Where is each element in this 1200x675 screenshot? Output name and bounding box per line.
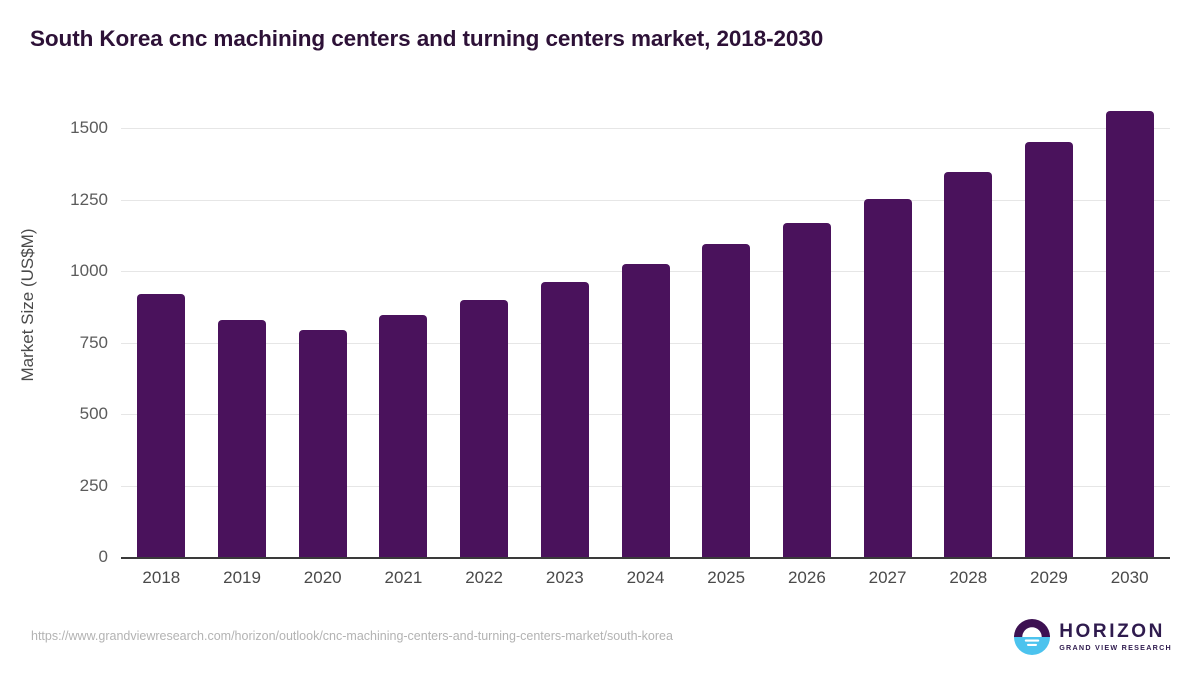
bar[interactable] [137,293,186,557]
x-axis-tick-label: 2018 [142,568,181,587]
logo-tagline: GRAND VIEW RESEARCH [1059,643,1172,653]
bar[interactable] [863,198,912,557]
bar[interactable] [540,282,589,557]
horizon-logo[interactable]: HORIZON GRAND VIEW RESEARCH [1014,616,1172,658]
page-title: South Korea cnc machining centers and tu… [30,26,824,51]
x-axis-tick-label: 2019 [223,568,261,587]
logo-title: HORIZON [1059,621,1165,643]
bar[interactable] [1024,142,1073,557]
bar[interactable] [944,172,993,557]
horizon-logo-text: HORIZON GRAND VIEW RESEARCH [1059,622,1172,651]
y-axis-tick-labels: 0 250 500 750 1000 1250 1500 [0,0,108,675]
bar[interactable] [379,315,428,557]
x-axis-tick-label: 2027 [868,568,907,587]
source-url[interactable]: https://www.grandviewresearch.com/horizo… [31,629,673,643]
gridline [121,199,1170,201]
x-axis-tick-label: 2024 [626,568,665,587]
y-axis-tick-label: 1250 [70,189,108,209]
y-axis-tick-label: 250 [79,475,108,495]
x-axis-tick-label: 2028 [949,568,988,587]
gridline [121,128,1170,129]
x-axis-line [121,557,1170,559]
y-axis-title: Market Size (US$M) [18,228,37,382]
bar[interactable] [298,330,347,557]
x-axis-tick-label: 2025 [707,568,746,587]
bar[interactable] [702,243,751,557]
x-axis-tick-label: 2029 [1030,568,1068,587]
x-axis-tick-label: 2020 [303,568,342,587]
x-axis-tick-label: 2023 [545,568,584,587]
bar[interactable] [621,263,670,557]
plot-area [121,111,1170,557]
x-axis-tick-label: 2021 [384,568,423,587]
bar[interactable] [218,319,267,557]
y-axis-tick-label: 1500 [70,118,108,137]
y-axis-tick-label: 500 [79,404,108,423]
bar[interactable] [1105,111,1154,557]
x-axis-tick-label: 2030 [1110,568,1149,587]
bar[interactable] [460,299,509,557]
bar[interactable] [782,222,831,557]
x-axis-tick-label: 2026 [787,568,826,587]
horizon-logo-icon [1014,619,1051,655]
y-axis-tick-label: 0 [98,547,108,566]
x-axis-tick-label: 2022 [465,568,504,587]
y-axis-tick-label: 1000 [70,261,108,280]
y-axis-tick-label: 750 [79,332,108,352]
